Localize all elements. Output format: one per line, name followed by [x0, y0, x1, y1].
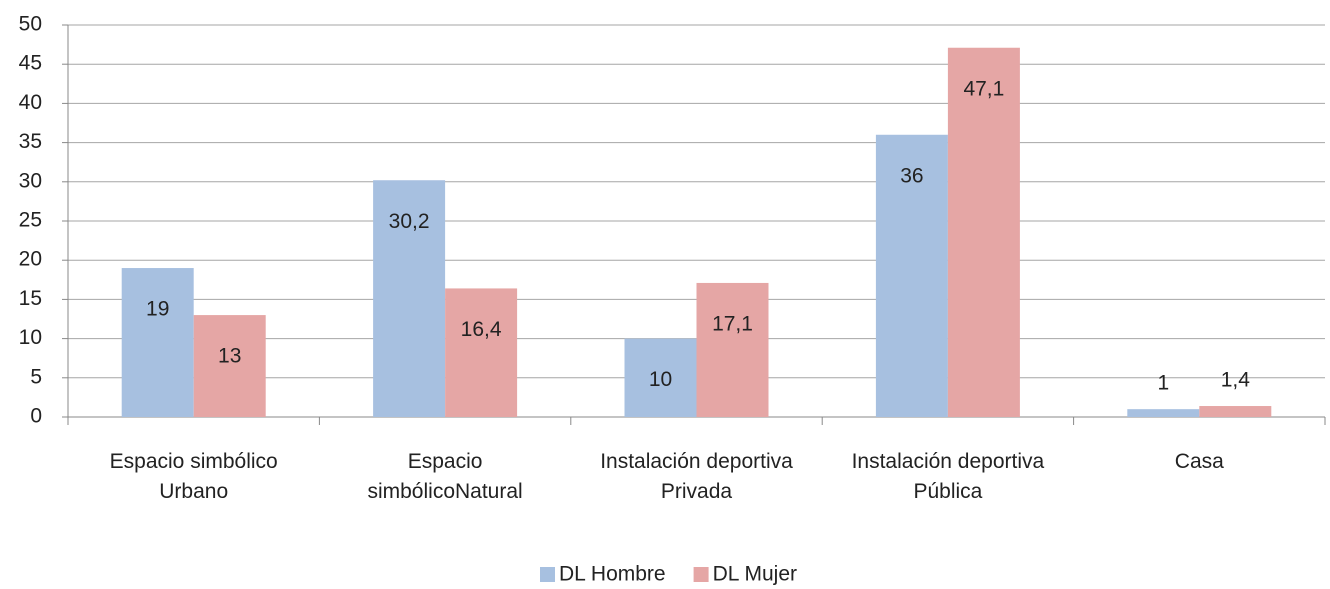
legend-label: DL Hombre: [559, 563, 666, 586]
x-tick-label: Instalación deportiva Privada: [600, 450, 793, 503]
y-tick-label: 10: [19, 326, 42, 349]
bar: [373, 180, 446, 417]
legend-label: DL Mujer: [713, 563, 797, 586]
data-label: 19: [146, 298, 169, 321]
bar: [445, 288, 518, 417]
x-tick-label: Casa: [1175, 450, 1224, 473]
y-tick-label: 25: [19, 209, 42, 232]
y-tick-label: 50: [19, 13, 42, 36]
data-label: 47,1: [963, 77, 1004, 100]
data-label: 1: [1157, 372, 1169, 395]
x-tick-label: Espacio simbólicoNatural: [367, 450, 522, 503]
data-label: 30,2: [389, 210, 430, 233]
bar: [193, 315, 266, 417]
bar: [1199, 406, 1272, 417]
y-tick-label: 30: [19, 169, 42, 192]
y-tick-label: 35: [19, 130, 42, 153]
legend-swatch: [540, 567, 555, 582]
bar: [875, 134, 948, 417]
bar: [121, 268, 194, 417]
data-label: 10: [649, 368, 672, 391]
bar: [696, 282, 769, 417]
y-tick-label: 20: [19, 248, 42, 271]
x-tick-label: Espacio simbólico Urbano: [110, 450, 278, 503]
bar: [1127, 409, 1200, 417]
data-label: 13: [218, 345, 241, 368]
data-label: 1,4: [1221, 369, 1251, 392]
y-tick-label: 40: [19, 91, 42, 114]
data-label: 17,1: [712, 312, 753, 335]
y-tick-label: 5: [30, 365, 42, 388]
data-label: 16,4: [461, 318, 502, 341]
y-tick-label: 15: [19, 287, 42, 310]
y-tick-label: 45: [19, 52, 42, 75]
y-tick-label: 0: [30, 405, 42, 428]
data-label: 36: [900, 164, 923, 187]
bar: [624, 338, 697, 417]
bar: [947, 47, 1020, 418]
legend-swatch: [693, 567, 709, 582]
x-tick-label: Instalación deportiva Pública: [852, 450, 1045, 503]
